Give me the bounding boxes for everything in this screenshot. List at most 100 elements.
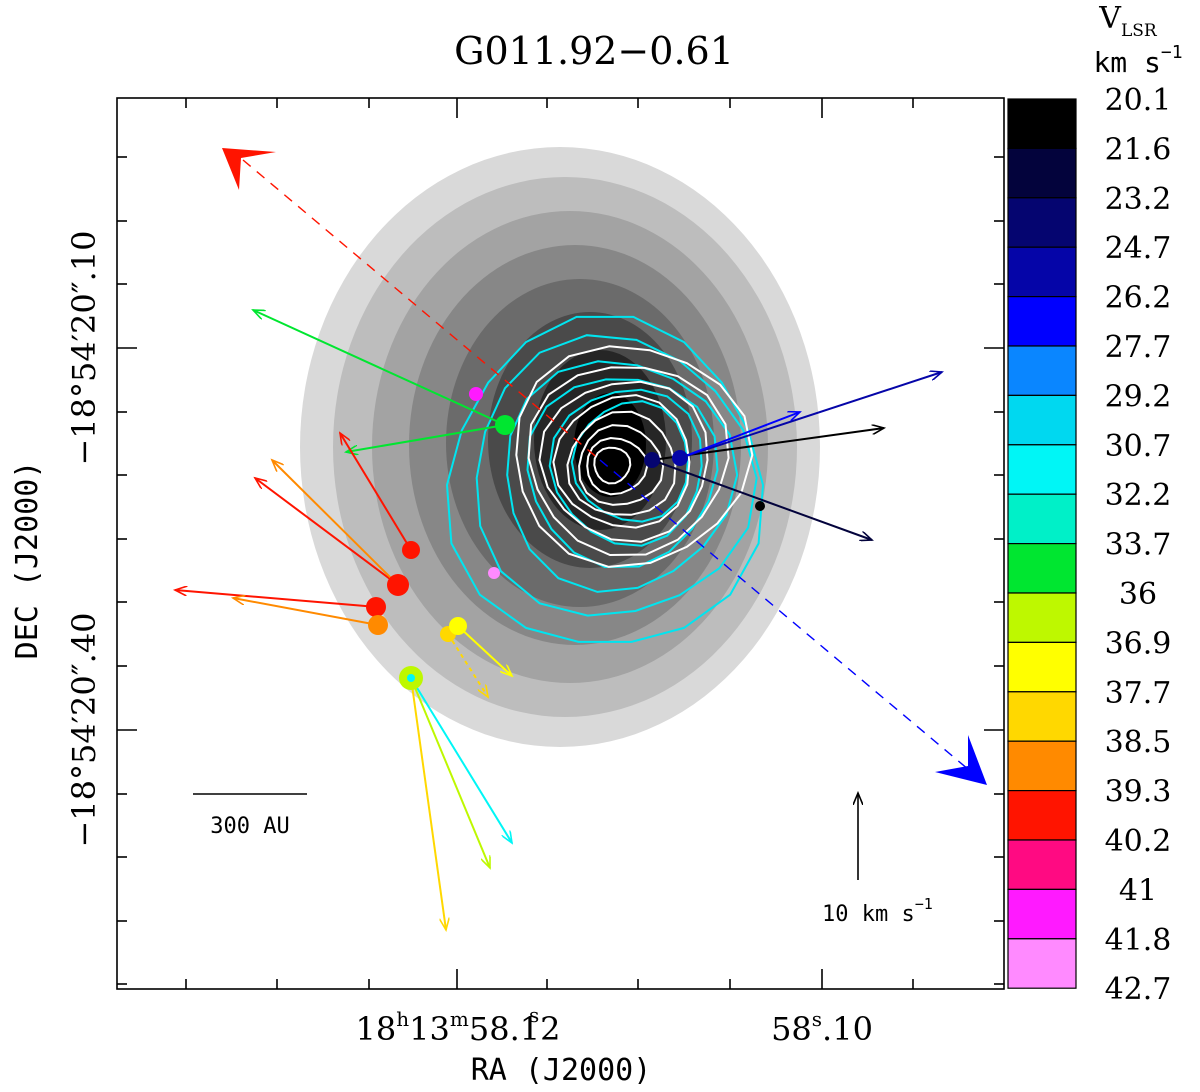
velocity-scale-text: 10 km s [822, 902, 915, 927]
maser-spot-3 [488, 567, 500, 579]
maser-vector-16 [651, 459, 872, 540]
colorbar-level-1: 20.1 [1105, 83, 1172, 118]
maser-spot-1 [495, 415, 515, 435]
maser-spot-6 [755, 501, 765, 511]
colorbar-unit-sup: −1 [1161, 42, 1183, 63]
redshifted-lobe-axis [242, 159, 601, 461]
x-axis-label: RA (J2000) [471, 1053, 652, 1088]
colorbar-swatch-3 [1007, 197, 1077, 248]
contour-white-8 [593, 446, 632, 485]
maser-vector-14 [679, 372, 942, 459]
colorbar-level-18: 41.8 [1105, 923, 1172, 958]
x-tick-right-post: .10 [822, 1010, 873, 1048]
velocity-scale-label: 10 km s−1 [822, 895, 933, 927]
colorbar-unit: km s−1 [1093, 42, 1182, 79]
colorbar-title-sub: LSR [1121, 21, 1158, 41]
maser-vector-10 [410, 677, 512, 843]
blueshifted-lobe-arrowhead [935, 735, 987, 785]
contour-white-6 [578, 424, 665, 506]
colorbar-swatch-10 [1007, 542, 1077, 594]
contour-cyan-5 [548, 388, 703, 547]
colorbar-level-12: 36.9 [1105, 626, 1172, 661]
maser-vector-3 [340, 433, 412, 551]
colorbar-swatch-7 [1007, 394, 1077, 446]
contours [445, 315, 765, 643]
colorbar-title: VLSR [1098, 1, 1158, 41]
maser-spot-4 [644, 452, 660, 468]
maser-spot-12 [449, 617, 467, 635]
colorbar-swatch-15 [1007, 789, 1077, 841]
maser-vector-8 [457, 625, 512, 676]
contour-white-7 [586, 436, 649, 496]
colorbar-level-14: 38.5 [1105, 725, 1172, 760]
maser-vector-15 [679, 412, 800, 459]
y-tick-label-bottom: −18°54′20″.40 [65, 612, 103, 847]
maser-spot-inner [407, 674, 415, 682]
y-axis-label: DEC (J2000) [10, 461, 45, 660]
colorbar-swatch-12 [1007, 641, 1077, 693]
contour-cyan-6 [570, 400, 689, 523]
x-tick-label-left: 18h13m58.12 [356, 1007, 561, 1048]
colorbar-level-7: 29.2 [1105, 379, 1172, 414]
x-tick-hours: 18 [356, 1010, 397, 1048]
contour-white-4 [552, 394, 691, 529]
y-tick-label-top: −18°54′20″.10 [65, 230, 103, 465]
colorbar-level-19: 42.7 [1105, 972, 1172, 1007]
blueshifted-lobe-axis [599, 459, 976, 776]
colorbar-swatch-1 [1007, 98, 1077, 150]
maser-vectors [175, 309, 942, 930]
colorbar-level-5: 26.2 [1105, 281, 1172, 316]
colorbar-level-9: 32.2 [1105, 478, 1172, 513]
colorbar-swatch-13 [1007, 691, 1077, 742]
x-tick-right-sup: s [812, 1007, 822, 1031]
x-tick-seconds: 58.12 [469, 1010, 561, 1048]
maser-vector-5 [272, 460, 399, 586]
velocity-scale-sup: −1 [915, 895, 933, 913]
contour-white-2 [527, 366, 730, 557]
colorbar-level-11: 36 [1119, 577, 1157, 612]
colorbar-swatch-14 [1007, 740, 1077, 792]
colorbar-swatch-9 [1007, 493, 1077, 545]
plot-frame [116, 97, 1005, 990]
x-tick-minutes: 13 [409, 1010, 450, 1048]
colorbar: 20.1 21.6 23.2 24.7 26.2 27.7 29.2 30.7 32.2 33.7… [1007, 83, 1172, 1007]
maser-vector-6 [175, 590, 378, 608]
x-tick-label-right: 58s.10 [771, 1007, 873, 1048]
colorbar-level-15: 39.3 [1105, 775, 1172, 810]
scale-bar-label: 300 AU [210, 814, 289, 839]
maser-spot-9 [366, 597, 386, 617]
colorbar-level-8: 30.7 [1105, 429, 1172, 464]
maser-vector-2 [346, 424, 506, 452]
contour-white-1 [515, 345, 754, 568]
x-tick-seconds-sup-left: s [529, 1003, 539, 1027]
chart-title: G011.92−0.61 [454, 29, 734, 73]
colorbar-swatch-11 [1007, 592, 1077, 644]
colorbar-level-2: 21.6 [1105, 132, 1172, 167]
colorbar-swatch-2 [1007, 147, 1077, 199]
x-tick-minutes-sup: m [450, 1007, 469, 1031]
contour-cyan-1 [445, 315, 765, 643]
maser-spot-10 [368, 615, 388, 635]
colorbar-unit-text: km s [1093, 46, 1160, 79]
colorbar-swatch-17 [1007, 888, 1077, 940]
maser-vector-11 [410, 677, 491, 868]
x-tick-right-pre: 58 [771, 1010, 812, 1048]
colorbar-level-3: 23.2 [1105, 182, 1172, 217]
x-tick-hours-sup: h [396, 1007, 409, 1031]
colorbar-title-main: V [1098, 1, 1122, 36]
maser-spot-5 [672, 450, 688, 466]
colorbar-level-6: 27.7 [1105, 330, 1172, 365]
colorbar-level-17: 41 [1119, 873, 1157, 908]
colorbar-swatch-4 [1007, 246, 1077, 298]
contour-cyan-3 [506, 360, 739, 593]
colorbar-level-4: 24.7 [1105, 231, 1172, 266]
outflow-axis [222, 148, 987, 785]
redshifted-lobe-arrowhead [222, 148, 276, 190]
colorbar-swatch-8 [1007, 444, 1077, 495]
colorbar-swatch-5 [1007, 296, 1077, 347]
maser-spot-2 [469, 387, 483, 401]
axis-ticks [117, 98, 1004, 989]
colorbar-swatch-16 [1007, 839, 1077, 891]
maser-spots [366, 387, 765, 690]
